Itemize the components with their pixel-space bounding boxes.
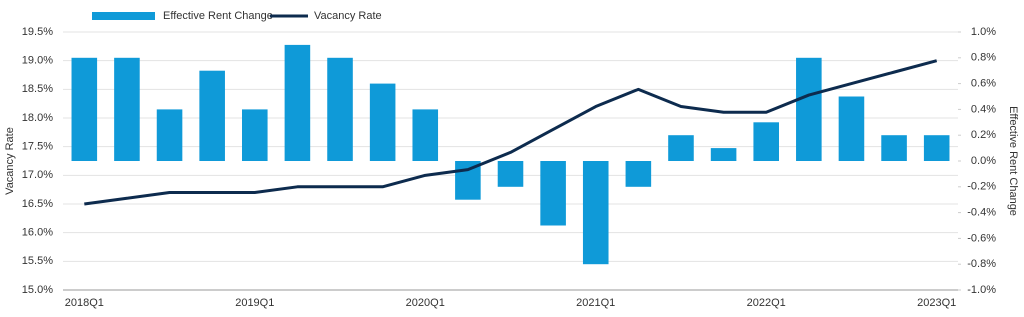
y-tick-label: 16.5% bbox=[22, 198, 53, 210]
y-tick-label: 16.0% bbox=[22, 227, 53, 239]
bar bbox=[582, 161, 609, 265]
bar bbox=[796, 57, 822, 161]
y2-tick-label: -0.8% bbox=[967, 258, 996, 270]
x-tick-label: 2023Q1 bbox=[917, 297, 956, 309]
x-tick-label: 2021Q1 bbox=[576, 297, 615, 309]
bar bbox=[838, 96, 865, 161]
y2-tick-label: 0.2% bbox=[971, 129, 996, 141]
y-tick-label: 15.0% bbox=[22, 284, 53, 296]
y-tick-label: 15.5% bbox=[22, 255, 53, 267]
line bbox=[84, 59, 938, 206]
y-axis-title: Vacancy Rate bbox=[4, 127, 16, 195]
y-tick-label: 19.5% bbox=[22, 26, 53, 38]
x-tick-label: 2022Q1 bbox=[747, 297, 786, 309]
y-tick-label: 18.5% bbox=[22, 83, 53, 95]
y-tick-label: 17.0% bbox=[22, 169, 53, 181]
y2-tick-label: 0.6% bbox=[971, 78, 996, 90]
y-tick-label: 17.5% bbox=[22, 141, 53, 153]
y2-tick-label: -0.6% bbox=[967, 232, 996, 244]
bar bbox=[625, 161, 652, 187]
bar bbox=[881, 135, 907, 161]
legend-swatch bbox=[92, 12, 155, 20]
bar bbox=[540, 161, 566, 226]
bar bbox=[156, 109, 183, 161]
bar bbox=[199, 70, 225, 161]
bar bbox=[114, 57, 140, 161]
legend-label: Vacancy Rate bbox=[314, 10, 382, 22]
bar bbox=[497, 161, 524, 187]
y2-tick-label: -0.4% bbox=[967, 207, 996, 219]
bar bbox=[71, 57, 98, 161]
x-tick-label: 2018Q1 bbox=[65, 297, 104, 309]
y2-tick-label: 0.4% bbox=[971, 103, 996, 115]
x-tick-label: 2020Q1 bbox=[406, 297, 445, 309]
legend-label: Effective Rent Change bbox=[163, 10, 273, 22]
bar bbox=[284, 44, 311, 161]
y2-tick-label: 1.0% bbox=[971, 26, 996, 38]
y2-tick-label: 0.0% bbox=[971, 155, 996, 167]
bar bbox=[242, 109, 268, 161]
y2-tick-label: -0.2% bbox=[967, 181, 996, 193]
bar bbox=[327, 57, 353, 161]
x-tick-label: 2019Q1 bbox=[235, 297, 274, 309]
y-tick-label: 19.0% bbox=[22, 55, 53, 67]
y-tick-label: 18.0% bbox=[22, 112, 53, 124]
bar bbox=[753, 122, 779, 161]
y2-tick-label: 0.8% bbox=[971, 52, 996, 64]
bar bbox=[369, 83, 396, 161]
bar bbox=[668, 135, 694, 161]
bar bbox=[923, 135, 950, 161]
y2-tick-label: -1.0% bbox=[967, 284, 996, 296]
y2-axis-title: Effective Rent Change bbox=[1007, 106, 1019, 216]
bar bbox=[412, 109, 439, 161]
bar bbox=[710, 148, 737, 161]
